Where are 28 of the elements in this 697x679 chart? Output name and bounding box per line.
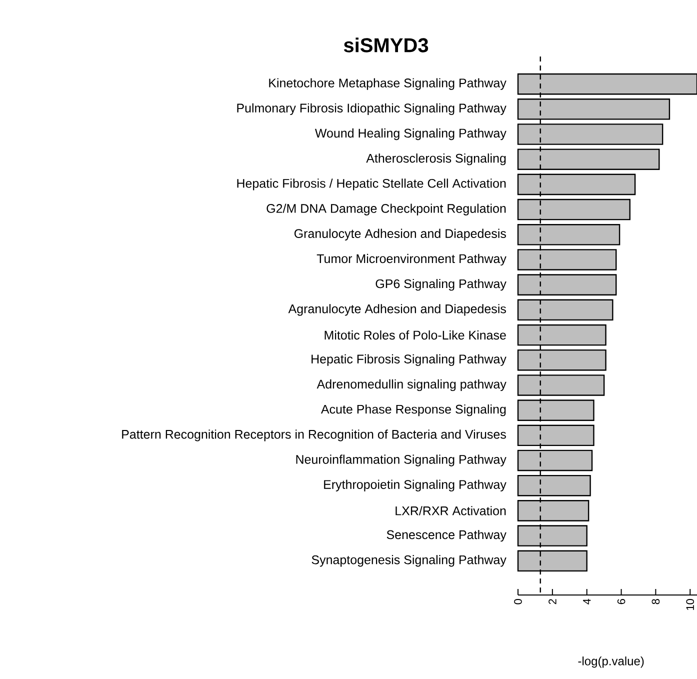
y-tick-label: Mitotic Roles of Polo-Like Kinase (324, 330, 506, 340)
y-tick-label: Granulocyte Adhesion and Diapedesis (294, 228, 506, 240)
x-tick-label: 4 (583, 598, 591, 604)
y-tick-label: Senescence Pathway (386, 530, 506, 542)
y-tick-label: GP6 Signaling Pathway (376, 278, 506, 291)
y-tick-label: Erythropoietin Signaling Pathway (324, 480, 506, 492)
x-tick-label: 8 (652, 599, 660, 604)
y-tick-label: Acute Phase Response Signaling (320, 404, 506, 416)
x-tick-label: 10 (686, 598, 694, 610)
y-tick-label: Agranulocyte Adhesion and Diapedesis (288, 304, 506, 316)
x-tick-label: 6 (617, 599, 626, 604)
y-tick-label: Hepatic Fibrosis / Hepatic Stellate Cell Activation (237, 178, 506, 190)
y-tick-label: Wound Healing Signaling Pathway (314, 128, 506, 140)
x-tick-label: 2 (548, 599, 556, 604)
y-tick-label: G2/M DNA Damage Checkpoint Regulation (266, 204, 506, 216)
y-tick-label: Neuroinflammation Signaling Pathway (296, 454, 506, 466)
y-tick-label: Kinetochore Metaphase Signaling Pathway (269, 78, 506, 90)
y-tick-label: LXR/RXR Activation (396, 506, 506, 516)
y-tick-label: Pulmonary Fibrosis Idiopathic Signaling Pathway (237, 103, 506, 115)
x-axis-title: -log(p.value) (578, 656, 644, 668)
y-tick-label: Atherosclerosis Signaling (366, 154, 506, 166)
chart-title: siSMYD3 (344, 38, 428, 52)
y-tick-label: Adrenomedullin signaling pathway (316, 379, 506, 392)
x-tick-label: 0 (514, 598, 522, 604)
y-tick-label: Synaptogenesis Signaling Pathway (312, 555, 506, 567)
y-tick-label: Hepatic Fibrosis Signaling Pathway (312, 354, 506, 366)
y-tick-label: Tumor Microenvironment Pathway (316, 254, 506, 266)
y-tick-label: Pattern Recognition Receptors in Recognition of Bacteria and Viruses (122, 430, 506, 442)
